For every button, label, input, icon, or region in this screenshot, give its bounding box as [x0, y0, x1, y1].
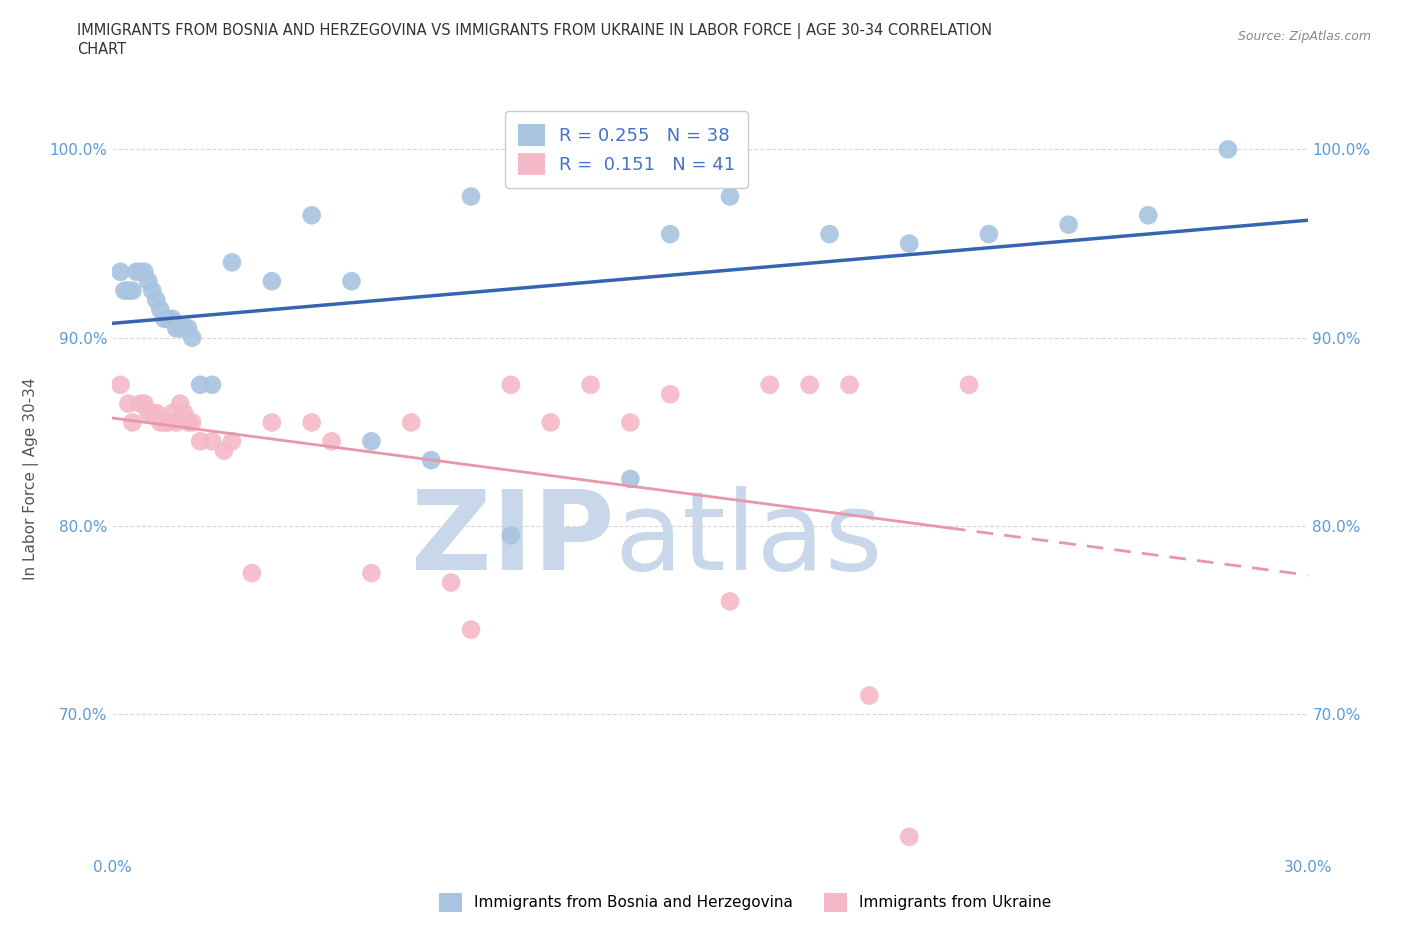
- Point: [659, 227, 682, 242]
- Point: [114, 283, 135, 298]
- Text: ZIP: ZIP: [411, 485, 614, 592]
- Point: [499, 378, 522, 392]
- Point: [121, 415, 143, 430]
- Text: atlas: atlas: [614, 485, 883, 592]
- Point: [169, 321, 191, 336]
- Point: [260, 273, 283, 288]
- Point: [153, 312, 176, 326]
- Point: [125, 264, 148, 279]
- Point: [149, 302, 172, 317]
- Point: [145, 293, 167, 308]
- Point: [460, 189, 482, 204]
- Point: [162, 312, 183, 326]
- Point: [181, 330, 204, 345]
- Point: [240, 565, 263, 580]
- Point: [134, 396, 156, 411]
- Point: [818, 227, 841, 242]
- Point: [138, 405, 160, 420]
- Point: [340, 273, 363, 288]
- Point: [110, 264, 132, 279]
- Point: [149, 415, 172, 430]
- Point: [440, 575, 463, 590]
- Point: [401, 415, 423, 430]
- Point: [260, 415, 283, 430]
- Point: [420, 453, 443, 468]
- Point: [165, 415, 187, 430]
- Point: [212, 444, 235, 458]
- Point: [134, 264, 156, 279]
- Point: [1057, 218, 1080, 232]
- Y-axis label: In Labor Force | Age 30-34: In Labor Force | Age 30-34: [22, 378, 38, 580]
- Point: [360, 565, 382, 580]
- Point: [165, 321, 187, 336]
- Point: [201, 378, 224, 392]
- Legend: Immigrants from Bosnia and Herzegovina, Immigrants from Ukraine: Immigrants from Bosnia and Herzegovina, …: [433, 887, 1057, 918]
- Point: [579, 378, 602, 392]
- Point: [718, 594, 741, 609]
- Point: [221, 255, 243, 270]
- Point: [129, 396, 152, 411]
- Point: [540, 415, 562, 430]
- Point: [117, 283, 139, 298]
- Text: IMMIGRANTS FROM BOSNIA AND HERZEGOVINA VS IMMIGRANTS FROM UKRAINE IN LABOR FORCE: IMMIGRANTS FROM BOSNIA AND HERZEGOVINA V…: [77, 23, 993, 39]
- Point: [188, 433, 211, 448]
- Point: [188, 378, 211, 392]
- Point: [141, 405, 163, 420]
- Point: [153, 415, 176, 430]
- Point: [977, 227, 1000, 242]
- Point: [898, 830, 921, 844]
- Point: [138, 273, 160, 288]
- Point: [619, 472, 641, 486]
- Point: [659, 387, 682, 402]
- Point: [162, 405, 183, 420]
- Point: [110, 378, 132, 392]
- Point: [121, 283, 143, 298]
- Point: [157, 415, 180, 430]
- Point: [169, 396, 191, 411]
- Point: [145, 405, 167, 420]
- Point: [1137, 208, 1160, 223]
- Text: Source: ZipAtlas.com: Source: ZipAtlas.com: [1237, 30, 1371, 43]
- Point: [301, 208, 323, 223]
- Point: [117, 396, 139, 411]
- Point: [301, 415, 323, 430]
- Point: [838, 378, 860, 392]
- Point: [360, 433, 382, 448]
- Point: [221, 433, 243, 448]
- Point: [157, 312, 180, 326]
- Point: [1216, 142, 1239, 157]
- Point: [201, 433, 224, 448]
- Point: [718, 189, 741, 204]
- Point: [957, 378, 980, 392]
- Point: [499, 528, 522, 543]
- Point: [858, 688, 880, 703]
- Legend: R = 0.255   N = 38, R =  0.151   N = 41: R = 0.255 N = 38, R = 0.151 N = 41: [505, 112, 748, 188]
- Point: [177, 321, 200, 336]
- Point: [177, 415, 200, 430]
- Point: [141, 283, 163, 298]
- Point: [898, 236, 921, 251]
- Point: [619, 415, 641, 430]
- Point: [759, 378, 782, 392]
- Point: [799, 378, 821, 392]
- Point: [173, 321, 195, 336]
- Point: [460, 622, 482, 637]
- Point: [173, 405, 195, 420]
- Text: CHART: CHART: [77, 42, 127, 57]
- Point: [129, 264, 152, 279]
- Point: [321, 433, 343, 448]
- Point: [181, 415, 204, 430]
